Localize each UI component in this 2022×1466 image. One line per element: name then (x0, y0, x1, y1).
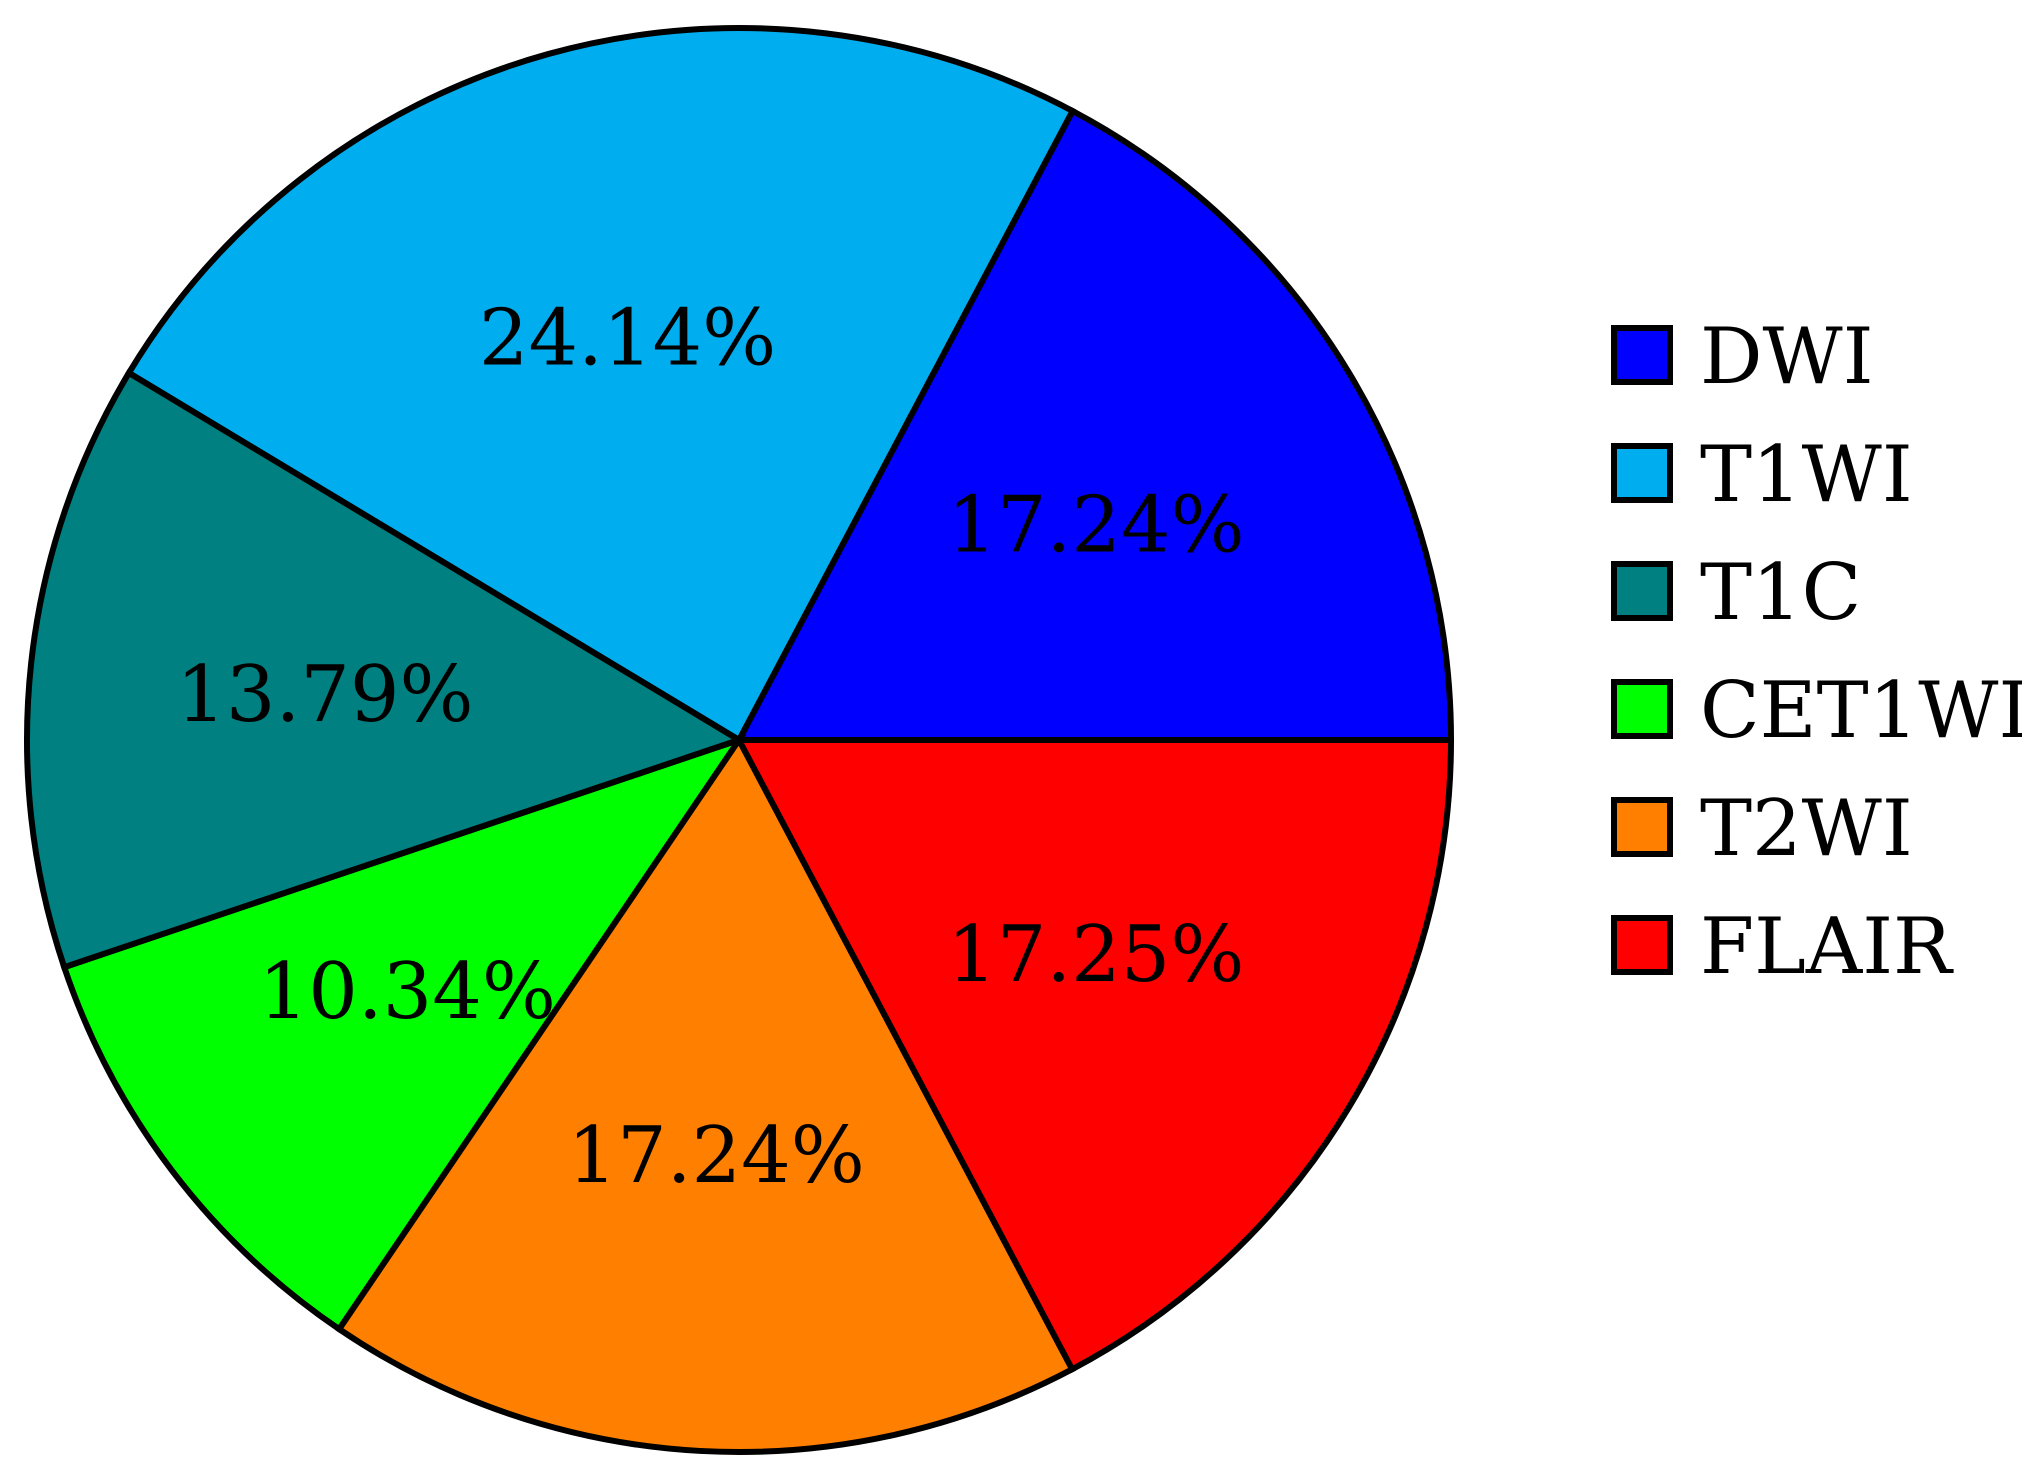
legend-swatch-dwi (1611, 325, 1673, 385)
legend-swatch-t1wi (1611, 443, 1673, 503)
pie-slices (24, 25, 1455, 1455)
legend-label-dwi: DWI (1700, 312, 1874, 402)
slice-label-t2wi: 17.24% (567, 1111, 864, 1201)
pie-slice-labels: 17.24%24.14%13.79%10.34%17.24%17.25% (176, 294, 1244, 1201)
slice-label-cet1wi: 10.34% (259, 947, 556, 1037)
legend-swatch-t1c (1611, 561, 1673, 621)
legend-label-t2wi: T2WI (1700, 784, 1913, 874)
pie-slice-t2wi (335, 734, 1077, 1455)
slice-label-flair: 17.25% (947, 910, 1244, 1000)
pie-slice-cet1wi (60, 734, 747, 1334)
slice-label-t1wi: 24.14% (479, 294, 776, 384)
legend-label-flair: FLAIR (1700, 902, 1954, 992)
legend-label-t1c: T1C (1700, 548, 1861, 638)
legend-swatch-cet1wi (1611, 679, 1673, 739)
pie-slice-flair (734, 737, 1455, 1374)
legend-swatch-flair (1611, 915, 1673, 975)
legend-label-cet1wi: CET1WI (1700, 666, 2022, 756)
pie-slice-t1wi (124, 25, 1077, 745)
legend-label-t1wi: T1WI (1700, 430, 1913, 520)
slice-label-dwi: 17.24% (947, 480, 1244, 570)
legend-swatch-t2wi (1611, 797, 1673, 857)
pie-slice-t1c (24, 368, 747, 972)
slice-label-t1c: 13.79% (176, 650, 473, 740)
legend: DWI T1WI T1C CET1WI T2WI FLAIR (1611, 312, 2022, 992)
pie-slice-dwi (734, 106, 1455, 743)
